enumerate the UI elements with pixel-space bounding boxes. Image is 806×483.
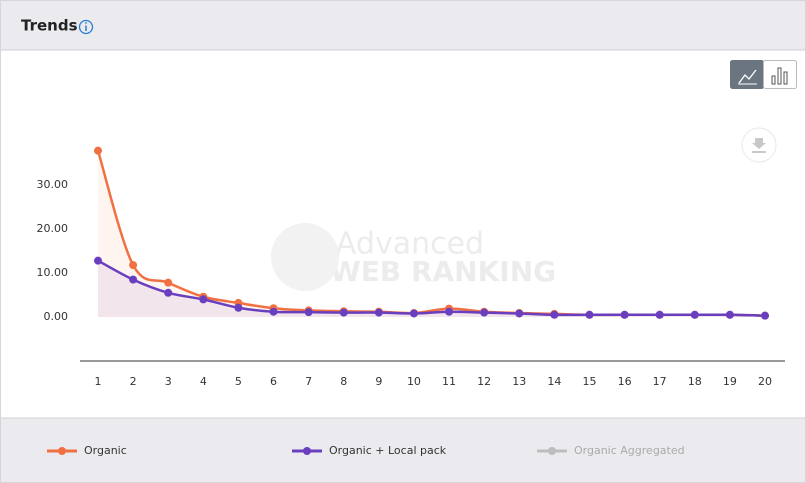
x-tick-label: 11 [442,375,456,388]
point [445,307,454,316]
x-tick-label: 12 [477,375,491,388]
point [94,146,102,155]
y-tick-label: 30.00 [37,178,69,191]
title: Trends [21,17,78,35]
point [515,309,524,318]
point [164,288,173,297]
point [585,310,594,319]
point [690,310,699,319]
watermark-globe [271,223,339,291]
point [304,308,313,317]
y-tick-label: 0.00 [44,310,69,323]
point [164,278,173,287]
y-tick-label: 20.00 [37,222,69,235]
point [725,310,734,319]
area [98,150,765,317]
x-tick-label: 15 [582,375,596,388]
x-tick-label: 14 [547,375,561,388]
x-tick-label: 18 [688,375,702,388]
area [98,260,765,317]
legend-label[interactable]: Organic [84,444,127,457]
point [199,295,208,304]
x-tick-label: 6 [270,375,277,388]
point [550,310,559,319]
legend-label[interactable]: Organic + Local pack [329,444,447,457]
legend-label[interactable]: Organic Aggregated [574,444,685,457]
x-tick-label: 7 [305,375,312,388]
header [1,1,805,50]
point [234,303,243,312]
x-tick-label: 8 [340,375,347,388]
x-tick-label: 17 [653,375,667,388]
point [129,261,138,270]
point [374,308,383,317]
x-tick-label: 3 [165,375,172,388]
x-tick-label: 19 [723,375,737,388]
legend-swatch[interactable] [58,447,66,455]
x-tick-label: 5 [235,375,242,388]
x-tick-label: 9 [375,375,382,388]
legend-swatch[interactable] [548,447,556,455]
y-tick-label: 10.00 [37,266,69,279]
point [761,311,769,320]
point [620,310,629,319]
info-icon[interactable] [78,19,94,35]
x-tick-label: 1 [95,375,102,388]
x-tick-label: 13 [512,375,526,388]
legend-swatch[interactable] [303,447,311,455]
point [94,256,102,265]
legend-bar [1,418,805,482]
point [129,275,138,284]
point [409,309,418,318]
point [339,308,348,317]
point [655,310,664,319]
watermark: Advanced [336,227,484,262]
download-button[interactable] [741,127,777,163]
point [480,308,489,317]
x-tick-label: 20 [758,375,772,388]
x-tick-label: 10 [407,375,421,388]
watermark: WEB RANKING [330,255,556,288]
point [269,307,278,316]
x-tick-label: 16 [618,375,632,388]
chart-type-toggle[interactable] [730,60,797,89]
x-tick-label: 2 [130,375,137,388]
x-tick-label: 4 [200,375,207,388]
